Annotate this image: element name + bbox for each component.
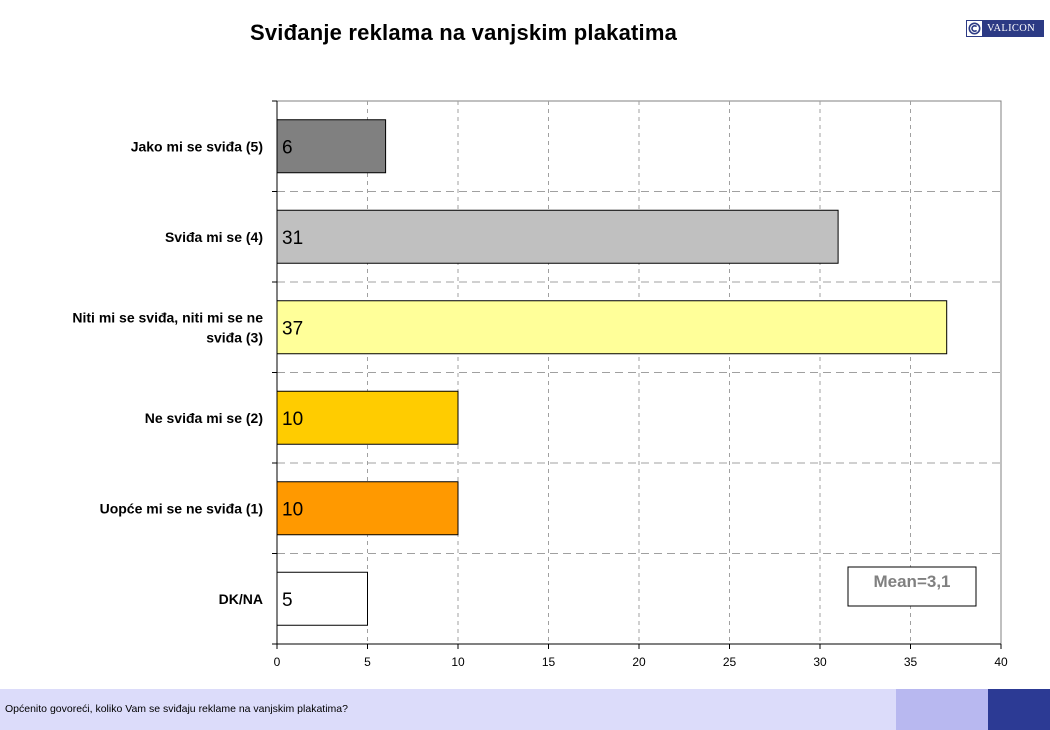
mean-annotation: Mean=3,1 — [873, 572, 950, 591]
bar-value-label: 37 — [282, 318, 303, 339]
x-tick-label: 35 — [904, 655, 918, 669]
mean-annotation-box — [847, 566, 977, 607]
bar-value-label: 10 — [282, 499, 303, 520]
category-label-line: Jako mi se sviđa (5) — [131, 138, 263, 154]
valicon-c-icon — [966, 20, 983, 37]
bar — [276, 571, 368, 626]
survey-question: Općenito govoreći, koliko Vam se sviđaju… — [5, 703, 348, 715]
bar — [276, 390, 459, 445]
bar — [276, 481, 459, 536]
x-tick-label: 40 — [994, 655, 1008, 669]
x-tick-label: 10 — [451, 655, 465, 669]
category-label-line: DK/NA — [219, 591, 263, 607]
x-tick-label: 25 — [723, 655, 737, 669]
category-label-line: sviđa (3) — [206, 329, 263, 345]
category-label: Ne sviđa mi se (2) — [145, 410, 263, 426]
category-label: Uopće mi se ne sviđa (1) — [100, 500, 263, 516]
category-label: Sviđa mi se (4) — [165, 229, 263, 245]
chart-title: Sviđanje reklama na vanjskim plakatima — [250, 20, 678, 45]
bar — [276, 300, 948, 355]
category-label-line: Niti mi se sviđa, niti mi se ne — [72, 309, 263, 325]
bar-value-label: 6 — [282, 137, 293, 158]
category-label: DK/NA — [219, 591, 263, 607]
footer-bar: Općenito govoreći, koliko Vam se sviđaju… — [0, 689, 1050, 730]
bar-chart: 0 5 10 15 20 25 30 35 40 6 Jako mi se sviđa (5) 31 S… — [72, 100, 1008, 669]
x-tick-label: 0 — [274, 655, 281, 669]
bar-value-label: 5 — [282, 590, 293, 611]
category-label-line: Uopće mi se ne sviđa (1) — [100, 500, 263, 516]
footer-band-dark — [988, 689, 1050, 730]
x-tick-label: 20 — [632, 655, 646, 669]
x-tick-label: 5 — [364, 655, 371, 669]
logo-text: VALICON — [987, 23, 1035, 34]
x-tick-label: 15 — [542, 655, 556, 669]
footer-band-medium — [896, 689, 988, 730]
footer-band-light — [0, 689, 896, 730]
x-tick-label: 30 — [813, 655, 827, 669]
category-label-line: Ne sviđa mi se (2) — [145, 410, 263, 426]
bar-value-label: 31 — [282, 228, 303, 249]
bar — [276, 209, 839, 264]
category-label: Niti mi se sviđa, niti mi se ne sviđa (3) — [72, 309, 263, 345]
category-label-line: Sviđa mi se (4) — [165, 229, 263, 245]
bar — [276, 119, 387, 174]
category-label: Jako mi se sviđa (5) — [131, 138, 263, 154]
valicon-logo: VALICON — [966, 20, 1044, 37]
bar-value-label: 10 — [282, 409, 303, 430]
